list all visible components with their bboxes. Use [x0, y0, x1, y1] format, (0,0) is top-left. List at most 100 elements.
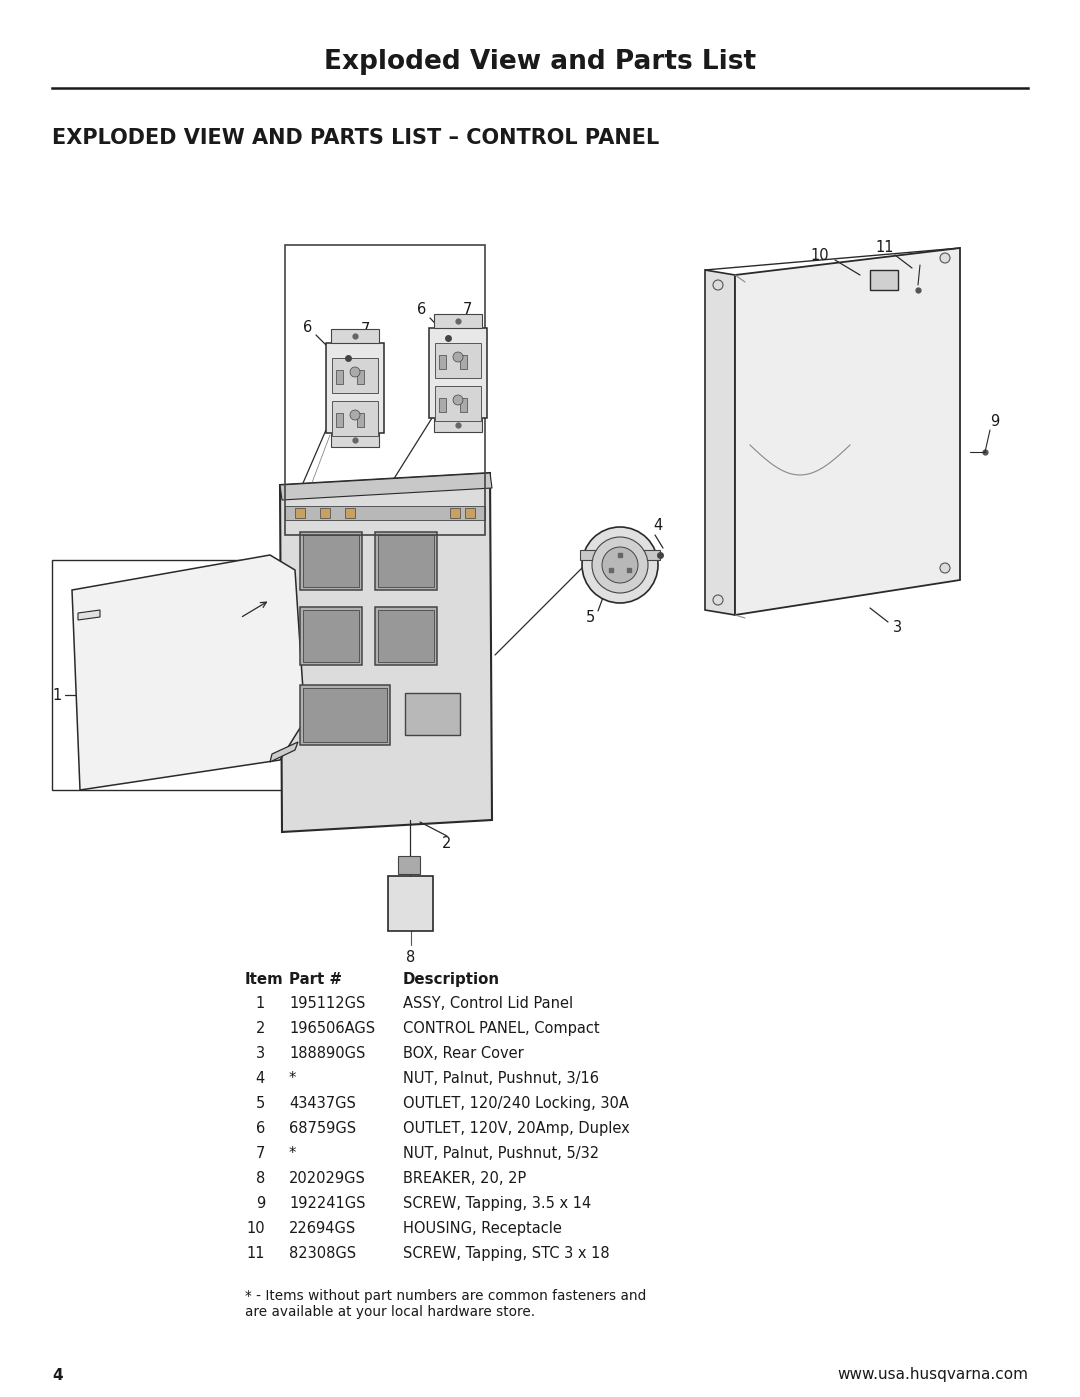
Bar [320, 509, 330, 518]
Text: 7: 7 [361, 323, 369, 338]
Bar [438, 398, 446, 412]
Circle shape [602, 548, 638, 583]
Bar [434, 314, 482, 328]
Bar [300, 685, 390, 745]
Bar [388, 876, 433, 930]
Polygon shape [270, 742, 298, 761]
Text: 11: 11 [246, 1246, 265, 1261]
Text: 6: 6 [303, 320, 312, 334]
Bar [330, 330, 379, 344]
Text: 5: 5 [256, 1097, 265, 1111]
Bar [378, 535, 434, 587]
Text: BREAKER, 20, 2P: BREAKER, 20, 2P [403, 1171, 526, 1186]
Circle shape [453, 352, 463, 362]
Polygon shape [78, 610, 100, 620]
Text: 7: 7 [256, 1146, 265, 1161]
Text: HOUSING, Receptacle: HOUSING, Receptacle [403, 1221, 562, 1236]
Polygon shape [735, 249, 960, 615]
Text: 22694GS: 22694GS [289, 1221, 356, 1236]
Bar [330, 433, 379, 447]
Bar [429, 328, 487, 418]
Polygon shape [280, 474, 492, 833]
Bar [285, 244, 485, 535]
Polygon shape [705, 249, 960, 270]
Text: * - Items without part numbers are common fasteners and
are available at your lo: * - Items without part numbers are commo… [245, 1289, 646, 1319]
Text: OUTLET, 120V, 20Amp, Duplex: OUTLET, 120V, 20Amp, Duplex [403, 1120, 630, 1136]
Text: SCREW, Tapping, STC 3 x 18: SCREW, Tapping, STC 3 x 18 [403, 1246, 609, 1261]
Text: 2: 2 [256, 1021, 265, 1037]
Text: 4: 4 [653, 518, 663, 534]
Text: 10: 10 [811, 247, 829, 263]
Circle shape [940, 563, 950, 573]
Text: 6: 6 [417, 303, 427, 317]
Text: 1: 1 [256, 996, 265, 1011]
Bar [303, 610, 359, 662]
Bar [300, 532, 362, 590]
Text: 4: 4 [52, 1368, 63, 1383]
Polygon shape [705, 270, 735, 615]
Text: NUT, Palnut, Pushnut, 5/32: NUT, Palnut, Pushnut, 5/32 [403, 1146, 599, 1161]
Text: SCREW, Tapping, 3.5 x 14: SCREW, Tapping, 3.5 x 14 [403, 1196, 591, 1211]
Text: 3: 3 [893, 620, 903, 636]
Text: 10: 10 [246, 1221, 265, 1236]
Circle shape [582, 527, 658, 604]
Bar [295, 509, 305, 518]
Text: *: * [289, 1146, 296, 1161]
Bar [405, 693, 460, 735]
Circle shape [350, 367, 360, 377]
Text: 3: 3 [256, 1046, 265, 1060]
Bar [285, 506, 485, 520]
Bar [357, 414, 364, 427]
Text: 8: 8 [256, 1171, 265, 1186]
Bar [336, 414, 343, 427]
Circle shape [592, 536, 648, 592]
Text: Description: Description [403, 972, 500, 988]
Polygon shape [72, 555, 305, 789]
Bar [434, 418, 482, 432]
Circle shape [350, 409, 360, 420]
Text: OUTLET, 120/240 Locking, 30A: OUTLET, 120/240 Locking, 30A [403, 1097, 629, 1111]
Text: 195112GS: 195112GS [289, 996, 365, 1011]
Bar [303, 535, 359, 587]
Text: 9: 9 [990, 415, 1000, 429]
Text: Part #: Part # [289, 972, 342, 988]
Text: CONTROL PANEL, Compact: CONTROL PANEL, Compact [403, 1021, 599, 1037]
Text: 7: 7 [462, 303, 472, 317]
Text: 5: 5 [585, 610, 595, 626]
Bar [435, 344, 481, 379]
Bar [357, 370, 364, 384]
Circle shape [453, 395, 463, 405]
Bar [300, 608, 362, 665]
Bar [378, 610, 434, 662]
Text: ASSY, Control Lid Panel: ASSY, Control Lid Panel [403, 996, 573, 1011]
Text: 11: 11 [876, 240, 894, 256]
Bar [326, 344, 384, 433]
Bar [438, 355, 446, 369]
Bar [460, 398, 467, 412]
Text: 196506AGS: 196506AGS [289, 1021, 375, 1037]
Bar [52, 560, 303, 789]
Text: *: * [289, 1071, 296, 1085]
Text: 2: 2 [443, 835, 451, 851]
Text: 43437GS: 43437GS [289, 1097, 356, 1111]
Bar [375, 532, 437, 590]
Text: 8: 8 [406, 950, 416, 964]
Bar [399, 856, 420, 875]
Circle shape [940, 253, 950, 263]
Bar [332, 358, 378, 393]
Text: www.usa.husqvarna.com: www.usa.husqvarna.com [837, 1368, 1028, 1383]
Text: 82308GS: 82308GS [289, 1246, 356, 1261]
Bar [460, 355, 467, 369]
Text: 68759GS: 68759GS [289, 1120, 356, 1136]
Text: 4: 4 [256, 1071, 265, 1085]
Bar [332, 401, 378, 436]
Bar [336, 370, 343, 384]
Circle shape [713, 595, 723, 605]
Bar [465, 509, 475, 518]
Text: 1: 1 [52, 687, 62, 703]
Circle shape [713, 279, 723, 291]
Bar [450, 509, 460, 518]
Text: NUT, Palnut, Pushnut, 3/16: NUT, Palnut, Pushnut, 3/16 [403, 1071, 599, 1085]
Text: EXPLODED VIEW AND PARTS LIST – CONTROL PANEL: EXPLODED VIEW AND PARTS LIST – CONTROL P… [52, 129, 659, 148]
Text: BOX, Rear Cover: BOX, Rear Cover [403, 1046, 524, 1060]
